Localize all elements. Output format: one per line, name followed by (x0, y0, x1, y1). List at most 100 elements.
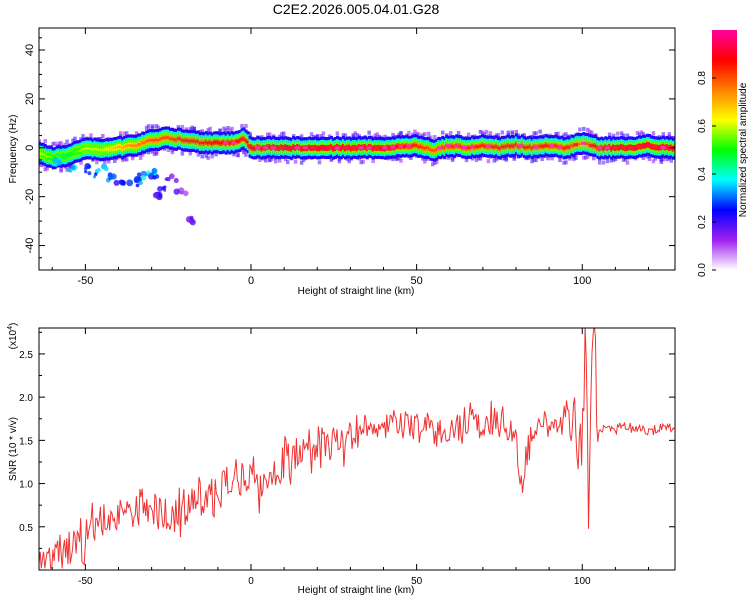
ridge-halo-cell (156, 125, 161, 130)
ridge-halo-cell (592, 156, 596, 161)
ridge-cell (85, 147, 89, 150)
ridge-halo-cell (651, 131, 656, 136)
ridge-cell (431, 149, 435, 152)
ridge-halo-cell (446, 155, 451, 160)
scatter-tail-point (113, 179, 120, 186)
ridge-halo-cell (204, 153, 208, 158)
ridge-cell (186, 139, 190, 143)
ridge-cell (87, 147, 91, 150)
ridge-halo-cell (319, 134, 324, 139)
ridge-hot-spot (263, 146, 269, 150)
ridge-cell (192, 139, 196, 143)
ridge-halo-cell (417, 132, 421, 137)
ridge-halo-cell (625, 160, 630, 165)
scatter-tail-point (84, 169, 88, 174)
ridge-cell (657, 146, 661, 150)
ridge-cell (570, 144, 574, 147)
ridge-halo-cell (588, 129, 592, 134)
ridge-cell (228, 142, 232, 145)
ridge-cell (433, 149, 437, 152)
ridge-halo-cell (103, 159, 107, 164)
ridge-cell (121, 146, 125, 150)
ridge-halo-cell (395, 157, 399, 162)
ridge-cell (194, 140, 198, 143)
ridge-halo-cell (266, 132, 270, 137)
ridge-halo-cell (397, 156, 401, 161)
ridge-cell (103, 148, 107, 151)
scatter-tail-point (189, 215, 194, 220)
ridge-halo-cell (337, 156, 342, 161)
colorbar-tick-label: 0.8 (697, 71, 708, 85)
ridge-halo-cell (63, 142, 67, 147)
ridge-halo-cell (192, 126, 197, 131)
ridge-halo-cell (474, 157, 479, 162)
ridge-cell (55, 155, 59, 158)
ridge-cell (490, 145, 494, 148)
ridge-cell (554, 144, 558, 147)
ridge-halo-cell (492, 158, 497, 163)
ridge-hot-spot (509, 144, 515, 148)
ridge-halo-cell (371, 158, 375, 163)
ridge-halo-cell (478, 156, 483, 161)
ridge-cell (119, 145, 123, 148)
ridge-cell (411, 144, 415, 148)
ridge-halo-cell (534, 131, 538, 136)
ridge-halo-cell (534, 158, 538, 163)
ridge-cell (143, 141, 147, 145)
ridge-cell (250, 146, 254, 149)
ridge-hot-spot (239, 137, 245, 141)
ridge-halo-cell (222, 126, 226, 131)
ridge-halo-cell (611, 133, 616, 138)
ridge-halo-cell (166, 148, 171, 153)
ridge-halo-cell (65, 139, 69, 144)
ridge-halo-cell (359, 160, 363, 165)
ridge-cell (578, 142, 582, 146)
ridge-cell (665, 145, 669, 149)
ridge-halo-cell (345, 157, 350, 162)
ridge-halo-cell (578, 127, 582, 132)
ridge-cell (322, 146, 326, 149)
ridge-hot-spot (660, 145, 666, 149)
spectrogram-x-tick-label: 50 (411, 275, 423, 287)
ridge-halo-cell (101, 133, 105, 138)
ridge-cell (642, 144, 645, 147)
ridge-halo-cell (79, 137, 83, 142)
ridge-halo-cell (228, 128, 232, 133)
ridge-cell (95, 148, 99, 151)
ridge-cell (176, 137, 180, 140)
ridge-halo-cell (150, 125, 155, 130)
ridge-cell (504, 145, 508, 148)
ridge-cell (647, 143, 651, 147)
ridge-cell (260, 147, 264, 150)
ridge-hot-spot (533, 145, 539, 149)
ridge-cell (202, 141, 206, 145)
ridge-halo-cell (327, 134, 332, 139)
ridge-halo-cell (568, 156, 572, 161)
ridge-halo-cell (57, 141, 61, 146)
ridge-halo-cell (65, 167, 69, 172)
ridge-halo-cell (277, 134, 282, 139)
ridge-halo-cell (375, 132, 379, 137)
ridge-cell (198, 141, 202, 145)
ridge-halo-cell (530, 159, 534, 164)
ridge-halo-cell (270, 157, 274, 162)
ridge-halo-cell (399, 130, 403, 135)
spectrogram-x-tick-label: -50 (77, 275, 93, 287)
ridge-cell (39, 152, 43, 155)
ridge-hot-spot (310, 146, 316, 150)
ridge-halo-cell (669, 158, 674, 163)
ridge-halo-cell (647, 157, 652, 162)
ridge-halo-cell (615, 131, 620, 136)
ridge-cell (284, 145, 288, 149)
ridge-hot-spot (255, 146, 261, 150)
scatter-tail-point (121, 181, 126, 186)
scatter-tail-point (164, 177, 169, 181)
ridge-halo-cell (558, 158, 562, 163)
ridge-cell (59, 155, 63, 159)
ridge-halo-cell (59, 167, 63, 172)
ridge-cell (626, 146, 630, 150)
ridge-cell (524, 146, 528, 149)
ridge-cell (133, 144, 137, 147)
snr-y-axis-label: SNR (10 * v/v) (8, 417, 19, 481)
